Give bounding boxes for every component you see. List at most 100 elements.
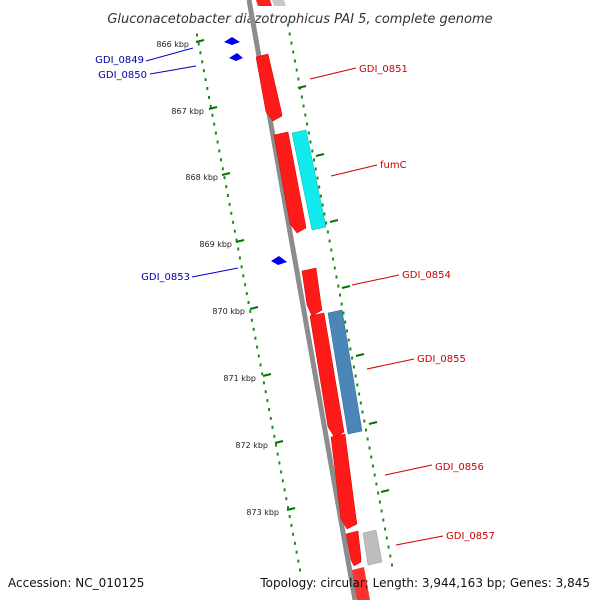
left-border-dot — [237, 247, 240, 251]
gene-arrow-GDI_0849[interactable] — [224, 37, 240, 45]
right-border-dot — [352, 365, 355, 369]
left-border-dot — [232, 220, 235, 224]
right-border-dot — [387, 545, 390, 549]
left-border-dot — [292, 532, 295, 536]
gene-arrow-GDI_0851[interactable] — [255, 53, 283, 122]
left-border-dot — [204, 78, 207, 82]
left-border-dot — [213, 122, 216, 126]
gene-label-GDI_0854[interactable]: GDI_0854 — [402, 270, 451, 281]
genome-title: Gluconacetobacter diazotrophicus PAI 5, … — [107, 12, 492, 27]
right-border-dot — [321, 203, 324, 207]
svg-text:873 kbp: 873 kbp — [246, 508, 279, 517]
right-border-dot — [389, 554, 392, 558]
left-border-dot — [225, 185, 228, 189]
gene-arrow-GDI_0853[interactable] — [271, 256, 287, 265]
gene-arrow-GDI_0856[interactable] — [330, 433, 358, 530]
tick-870: 870 kbp — [212, 306, 259, 316]
svg-text:869 kbp: 869 kbp — [199, 240, 232, 249]
topology-text: Topology: circular; Length: 3,944,163 bp… — [260, 576, 590, 590]
right-border-dot — [319, 194, 322, 198]
right-border-dot — [363, 419, 366, 423]
left-border-dot — [245, 292, 248, 296]
right-border-dot — [309, 140, 312, 144]
left-border-dot — [285, 497, 288, 501]
gene-label-GDI_0851[interactable]: GDI_0851 — [359, 64, 408, 75]
right-border-dot — [332, 257, 335, 261]
right-border-dot — [371, 464, 374, 468]
gene-label-GDI_0857[interactable]: GDI_0857 — [446, 531, 495, 542]
gene-arrow-GDI_0857[interactable] — [345, 530, 362, 567]
right-border-dot — [356, 383, 359, 387]
right-border-dot — [340, 302, 343, 306]
right-border-dot — [330, 248, 333, 252]
right-border-dot — [380, 509, 383, 513]
right-border-dot — [335, 275, 338, 279]
gene-arrow-offscreen-bottom — [352, 567, 370, 600]
feature-fumC[interactable] — [291, 129, 327, 231]
right-border-dot — [313, 158, 315, 162]
left-border-dot — [297, 559, 300, 563]
feature-GDI_0857[interactable] — [362, 529, 383, 566]
left-border-dot — [216, 140, 219, 144]
right-border-dot — [302, 104, 305, 108]
right-border-dot — [300, 95, 303, 99]
left-border-dot — [230, 211, 233, 215]
left-border-dot — [266, 399, 269, 403]
left-border-dot — [268, 408, 271, 411]
feature-GDI_0855[interactable] — [327, 309, 363, 435]
gene-arrow-GDI_0854[interactable] — [301, 267, 323, 317]
tick-866: 866 kbp — [156, 39, 205, 49]
track-borders — [196, 23, 393, 572]
right-border-dot — [290, 41, 293, 45]
left-border-dot — [293, 541, 296, 545]
right-border-dot — [326, 230, 329, 234]
right-border-dot — [347, 338, 350, 342]
left-border-dot — [244, 283, 247, 287]
gene-label-GDI_0849[interactable]: GDI_0849 — [95, 55, 144, 66]
gene-arrow-fumC[interactable] — [273, 131, 307, 234]
left-border-dot — [271, 425, 274, 429]
right-border-dot — [287, 23, 289, 27]
left-border-dot — [276, 452, 279, 456]
tick-873: 873 kbp — [246, 507, 296, 517]
left-border-dot — [242, 274, 245, 278]
left-border-dot — [201, 60, 204, 64]
right-border-dot — [339, 293, 341, 297]
gene-arrow-offscreen-top — [256, 0, 272, 6]
right-border-dot — [361, 410, 364, 414]
forward-gene-labels: GDI_0851 fumC GDI_0854 GDI_0855 GDI_0856… — [309, 64, 495, 546]
left-border-dot — [197, 42, 200, 46]
right-border-dot — [316, 176, 319, 180]
right-border-dot — [391, 563, 393, 567]
gene-label-GDI_0856[interactable]: GDI_0856 — [435, 462, 484, 473]
left-border-dot — [240, 265, 243, 269]
svg-text:870 kbp: 870 kbp — [212, 307, 245, 316]
left-border-dot — [269, 416, 272, 420]
right-border-dot — [375, 482, 378, 486]
right-border-dot — [382, 518, 385, 522]
gene-label-GDI_0855[interactable]: GDI_0855 — [417, 354, 466, 365]
left-border-dot — [283, 488, 286, 492]
right-border-dot — [366, 437, 369, 441]
right-border-dot — [288, 32, 291, 36]
left-border-dot — [220, 158, 222, 162]
right-border-dot — [292, 50, 295, 54]
gene-label-GDI_0850[interactable]: GDI_0850 — [98, 70, 147, 81]
left-border-dot — [238, 256, 241, 260]
left-border-dot — [288, 515, 291, 518]
left-border-dot — [249, 309, 252, 313]
gene-arrow-GDI_0855[interactable] — [309, 312, 345, 439]
gene-label-fumC[interactable]: fumC — [380, 160, 407, 171]
right-border-dot — [337, 284, 340, 288]
left-border-dot — [280, 470, 283, 474]
right-border-dot — [297, 77, 300, 81]
right-border-dot — [370, 455, 373, 459]
svg-text:871 kbp: 871 kbp — [223, 374, 256, 383]
right-border-dot — [349, 347, 352, 351]
left-border-dot — [226, 194, 229, 197]
gene-arrow-GDI_0850[interactable] — [229, 53, 243, 61]
left-border-dot — [275, 443, 277, 447]
gene-label-GDI_0853[interactable]: GDI_0853 — [141, 272, 190, 283]
right-border-dot — [354, 374, 357, 378]
left-border-dot — [281, 479, 284, 483]
